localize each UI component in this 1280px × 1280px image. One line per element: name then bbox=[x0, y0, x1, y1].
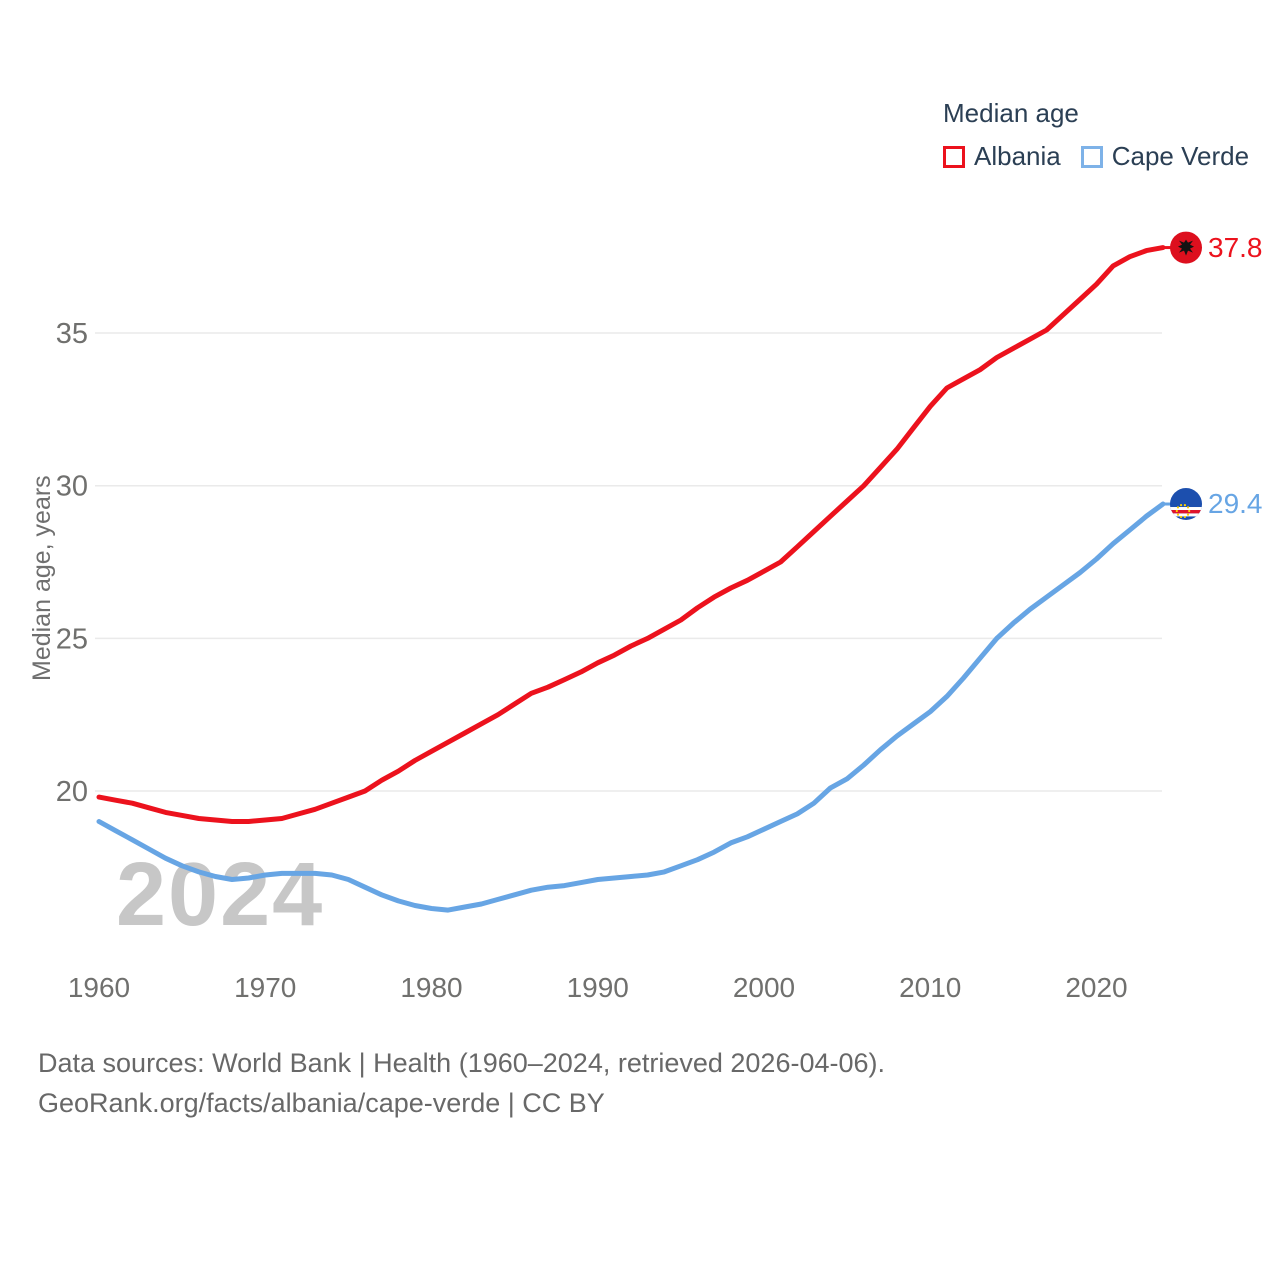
cape-verde-end-value: 29.4 bbox=[1208, 488, 1263, 520]
y-tick-label: 20 bbox=[56, 776, 88, 808]
albania-flag-icon bbox=[1170, 231, 1202, 264]
albania-swatch-icon bbox=[943, 145, 965, 168]
cape-verde-flag-icon bbox=[1170, 488, 1202, 521]
footer: Data sources: World Bank | Health (1960–… bbox=[38, 1043, 885, 1123]
footer-data-sources: Data sources: World Bank | Health (1960–… bbox=[38, 1048, 885, 1078]
legend-items: Albania Cape Verde bbox=[943, 141, 1249, 172]
x-tick-label: 2020 bbox=[1065, 972, 1127, 1003]
x-tick-label: 1980 bbox=[400, 972, 462, 1003]
x-tick-label: 1960 bbox=[68, 972, 130, 1003]
y-tick-label: 25 bbox=[56, 623, 88, 655]
legend-item-cape-verde[interactable]: Cape Verde bbox=[1080, 141, 1250, 172]
legend-item-cape-verde-label: Cape Verde bbox=[1111, 141, 1250, 171]
x-tick-label: 1990 bbox=[567, 972, 629, 1003]
y-tick-label: 35 bbox=[56, 318, 88, 350]
footer-link[interactable]: GeoRank.org/facts/albania/cape-verde | C… bbox=[38, 1088, 605, 1118]
cape-verde-line[interactable] bbox=[96, 501, 1166, 913]
albania-end-value: 37.8 bbox=[1208, 231, 1263, 263]
x-tick-label: 1970 bbox=[234, 972, 296, 1003]
legend-item-albania[interactable]: Albania bbox=[943, 141, 1061, 172]
x-tick-label: 2000 bbox=[733, 972, 795, 1003]
cape-verde-swatch-icon bbox=[1080, 145, 1103, 168]
legend: Median age Albania Cape Verde bbox=[943, 98, 1249, 172]
y-axis-title: Median age, years bbox=[28, 475, 56, 681]
legend-item-albania-label: Albania bbox=[974, 141, 1061, 171]
watermark-year: 2024 bbox=[116, 845, 325, 945]
y-tick-label: 30 bbox=[56, 471, 88, 503]
albania-line[interactable] bbox=[96, 245, 1166, 824]
x-tick-label: 2010 bbox=[899, 972, 961, 1003]
legend-title: Median age bbox=[943, 98, 1079, 128]
